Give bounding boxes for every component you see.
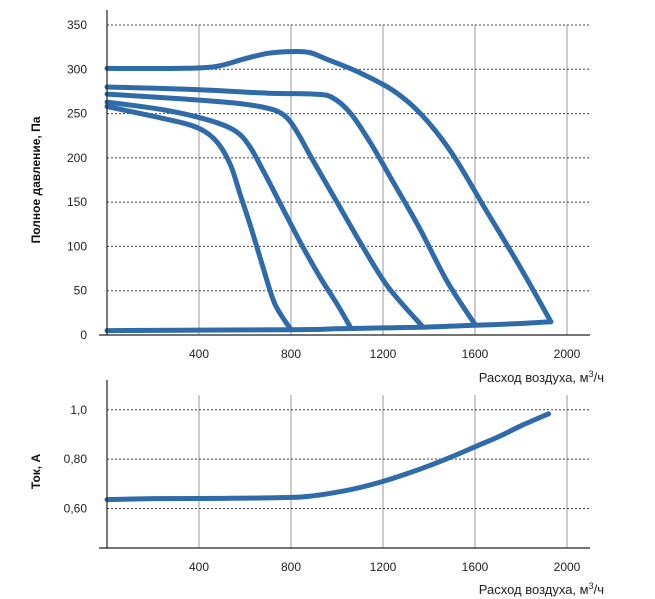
- pressure-curve-1: [104, 48, 554, 325]
- pressure-y-axis-title: Полное давление, Па: [29, 116, 43, 243]
- pressure-y-tick-label: 200: [67, 151, 87, 165]
- current-x-axis-title-suffix: /ч: [594, 582, 604, 597]
- current-x-axis-title-text: Расход воздуха, м: [479, 582, 589, 597]
- current-y-tick-label: 0,80: [64, 452, 88, 466]
- pressure-x-tick-label: 1600: [462, 347, 489, 361]
- current-y-tick-label: 0,60: [64, 502, 88, 516]
- pressure-curve-3: [104, 91, 425, 329]
- pressure-x-tick-label: 2000: [554, 347, 581, 361]
- current-y-tick-labels: 0,60 0,80 1,0: [64, 403, 88, 516]
- pressure-curve-5: [104, 104, 294, 333]
- current-y-axis-title: Ток, А: [29, 454, 43, 490]
- pressure-curve-6: [104, 319, 554, 334]
- current-curves: [104, 411, 552, 503]
- current-chart: 0,60 0,80 1,0 400 800 1200 1600 2000 Ток, А Ра…: [29, 380, 604, 597]
- current-x-tick-label: 2000: [554, 560, 581, 574]
- pressure-y-tick-label: 0: [80, 328, 87, 342]
- pressure-x-tick-label: 1200: [370, 347, 397, 361]
- pressure-curves: [104, 48, 554, 334]
- pressure-y-tick-label: 100: [67, 239, 87, 253]
- pressure-chart: 0 50 100 150 200 250 300 350 400 800 1200 1600 2000…: [29, 10, 604, 385]
- pressure-x-axis-title-suffix: /ч: [594, 370, 604, 385]
- pressure-x-axis-title-text: Расход воздуха, м: [479, 370, 589, 385]
- pressure-grid: [107, 24, 590, 335]
- current-x-tick-label: 1600: [462, 560, 489, 574]
- current-x-axis-title: Расход воздуха, м3/ч: [479, 581, 604, 597]
- current-x-axis-title-sup: 3: [589, 581, 594, 591]
- current-grid: [107, 395, 590, 548]
- pressure-curve-4: [104, 99, 354, 331]
- pressure-y-tick-label: 250: [67, 107, 87, 121]
- pressure-x-tick-label: 400: [189, 347, 209, 361]
- current-x-tick-label: 800: [281, 560, 301, 574]
- current-x-tick-label: 1200: [370, 560, 397, 574]
- pressure-x-axis-title-sup: 3: [589, 369, 594, 379]
- pressure-x-tick-label: 800: [281, 347, 301, 361]
- pressure-y-tick-label: 300: [67, 62, 87, 76]
- current-curve-1: [104, 411, 552, 503]
- pressure-x-axis-title: Расход воздуха, м3/ч: [479, 369, 604, 385]
- current-x-tick-label: 400: [189, 560, 209, 574]
- pressure-y-tick-label: 350: [67, 18, 87, 32]
- pressure-curve-2: [104, 84, 478, 327]
- pressure-y-tick-label: 150: [67, 195, 87, 209]
- current-x-tick-labels: 400 800 1200 1600 2000: [189, 560, 581, 574]
- pressure-y-tick-labels: 0 50 100 150 200 250 300 350: [67, 18, 87, 342]
- current-y-tick-label: 1,0: [70, 403, 87, 417]
- pressure-y-tick-label: 50: [74, 284, 88, 298]
- pressure-x-tick-labels: 400 800 1200 1600 2000: [189, 347, 581, 361]
